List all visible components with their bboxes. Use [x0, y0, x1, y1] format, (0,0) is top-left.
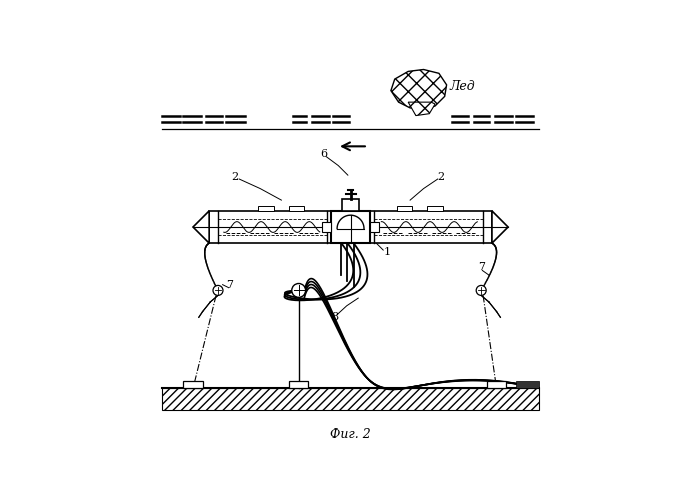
Bar	[162, 388, 539, 410]
Bar	[343, 199, 358, 211]
Circle shape	[476, 285, 486, 295]
Bar	[289, 206, 304, 211]
Text: 2: 2	[437, 172, 445, 182]
Bar	[289, 381, 308, 388]
Bar	[397, 206, 412, 211]
Bar	[487, 381, 506, 388]
Text: Лед: Лед	[449, 80, 475, 93]
Polygon shape	[193, 211, 209, 243]
Bar	[370, 223, 380, 232]
Bar	[183, 381, 202, 388]
Bar	[259, 206, 274, 211]
Bar	[209, 211, 492, 243]
Text: 1: 1	[384, 247, 391, 257]
Text: 2: 2	[232, 172, 239, 182]
Polygon shape	[408, 102, 435, 116]
Text: 6: 6	[320, 149, 327, 159]
Bar	[321, 223, 331, 232]
Text: 7: 7	[226, 279, 233, 289]
Bar	[331, 211, 370, 243]
Text: 8: 8	[332, 312, 339, 322]
Bar	[428, 206, 443, 211]
Circle shape	[292, 283, 306, 297]
Bar	[516, 381, 539, 388]
Bar	[159, 410, 542, 444]
Circle shape	[213, 285, 223, 295]
Polygon shape	[391, 69, 447, 110]
Text: 7: 7	[477, 262, 485, 272]
Text: Фиг. 2: Фиг. 2	[330, 428, 371, 441]
Polygon shape	[492, 211, 508, 243]
